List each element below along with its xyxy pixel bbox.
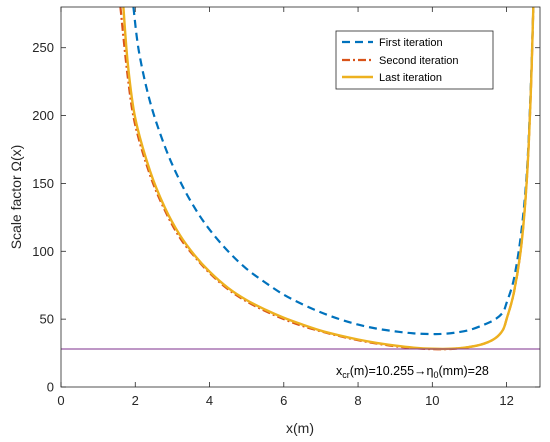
x-tick-label-2: 4	[206, 393, 213, 408]
critical-point-annotation: xcr(m)=10.255→η0(mm)=28	[336, 364, 489, 380]
x-tick-label-3: 6	[280, 393, 287, 408]
annotation-end-text: (mm)=28	[439, 364, 489, 378]
x-tick-label-6: 12	[499, 393, 513, 408]
y-tick-label-4: 200	[32, 108, 54, 123]
legend-label-second-iteration: Second iteration	[379, 55, 459, 67]
annotation-eta-symbol: η	[427, 364, 434, 378]
y-tick-label-5: 250	[32, 40, 54, 55]
y-tick-label-1: 50	[40, 312, 54, 327]
annotation-middle-text: (m)=10.255→	[350, 364, 427, 378]
series-line-last-iteration	[122, 7, 535, 351]
axes-layer: 0 2 4 6 8 10 12 0 50 100 150 200 250	[32, 7, 540, 408]
series-line-first-iteration	[132, 7, 535, 336]
legend-label-first-iteration: First iteration	[379, 37, 443, 49]
x-tick-label-1: 2	[132, 393, 139, 408]
y-tick-label-2: 100	[32, 244, 54, 259]
x-tick-label-5: 10	[425, 393, 439, 408]
legend: First iteration Second iteration Last it…	[335, 30, 494, 90]
annotation-x-subscript: cr	[342, 370, 350, 380]
plot-frame	[60, 6, 541, 388]
y-tick-label-3: 150	[32, 176, 54, 191]
annotation-eta-subscript: 0	[433, 370, 438, 380]
x-tick-label-0: 0	[57, 393, 64, 408]
x-tick-label-4: 8	[354, 393, 361, 408]
y-axis-label: Scale factor Ω(x)	[8, 145, 24, 250]
x-axis-label: x(m)	[286, 420, 314, 436]
annotation-x-symbol: x	[336, 364, 343, 378]
legend-label-last-iteration: Last iteration	[379, 72, 442, 84]
y-tick-label-0: 0	[47, 380, 54, 395]
series-layer	[119, 7, 535, 351]
